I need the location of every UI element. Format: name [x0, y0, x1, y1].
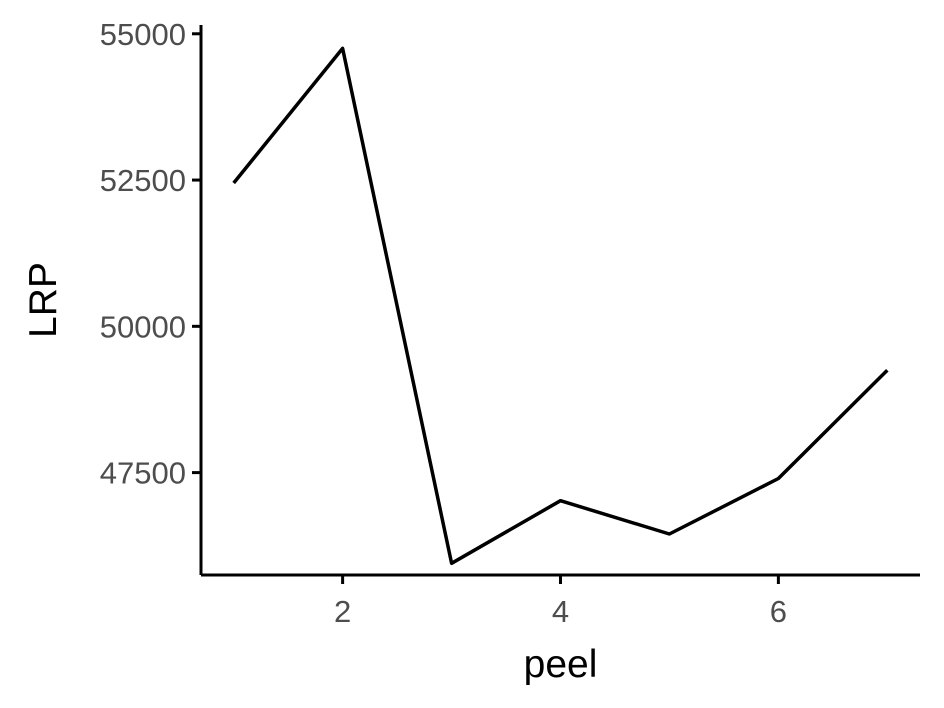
- x-axis-title: peel: [524, 643, 598, 686]
- plot-area: [232, 46, 889, 566]
- y-axis-title: LRP: [22, 262, 65, 338]
- x-tick-label: 2: [334, 594, 351, 629]
- y-axis-ticks: 47500 50000 52500 55000: [100, 17, 201, 491]
- y-tick-label: 50000: [100, 309, 186, 344]
- y-tick-label: 52500: [100, 163, 186, 198]
- series-line: [232, 46, 889, 566]
- x-axis-ticks: 2 4 6: [334, 575, 787, 629]
- x-tick-label: 6: [770, 594, 787, 629]
- x-tick-label: 4: [552, 594, 569, 629]
- y-tick-label: 47500: [100, 456, 186, 491]
- y-tick-label: 55000: [100, 17, 186, 52]
